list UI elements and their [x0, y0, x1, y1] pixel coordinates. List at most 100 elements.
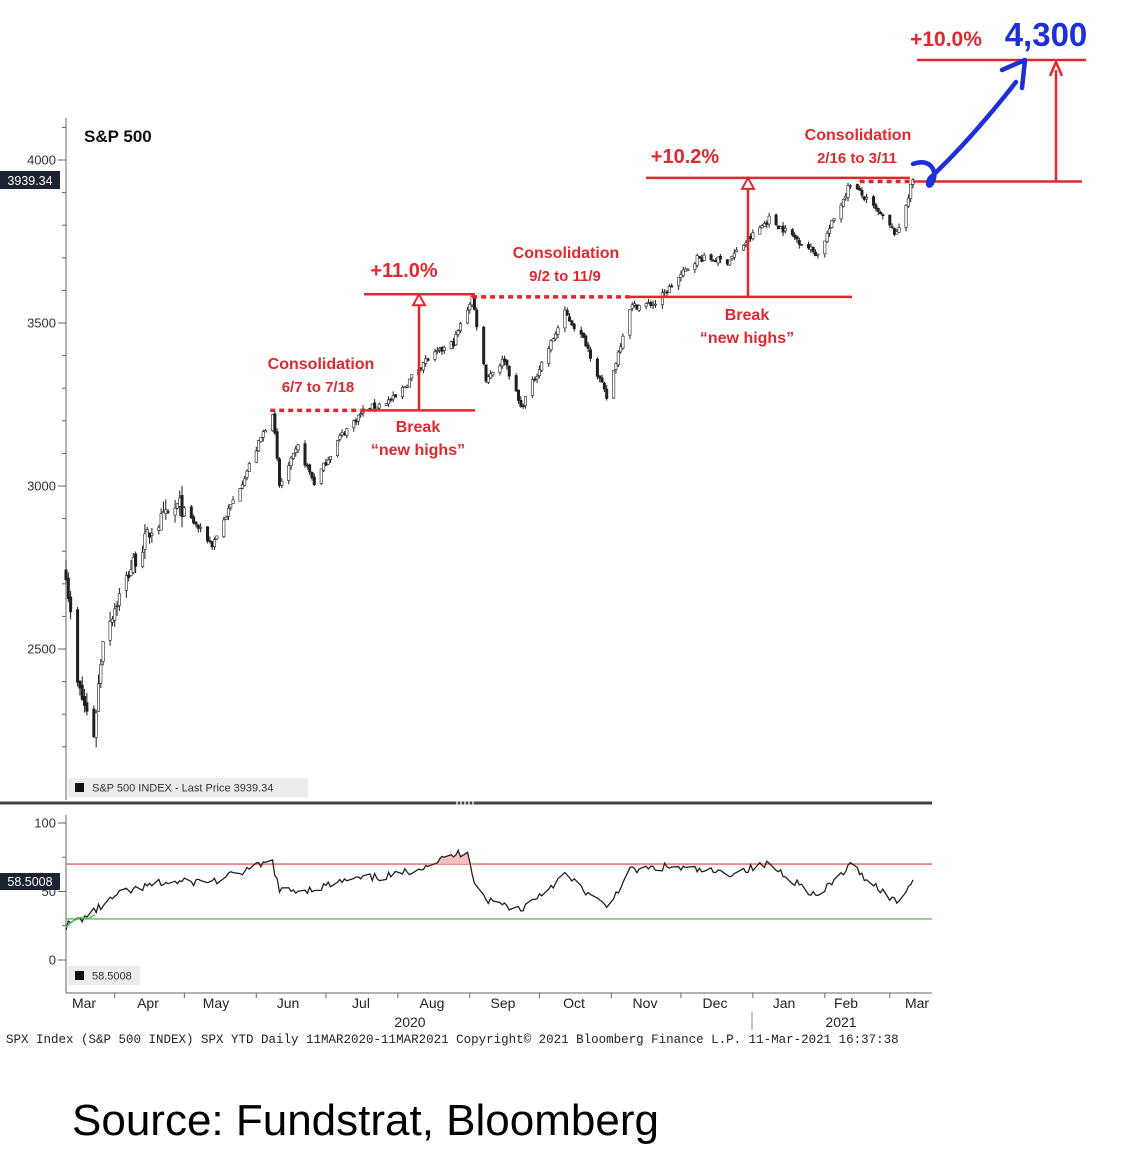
candle-body-16 [115, 605, 119, 608]
candle-body-147 [540, 361, 544, 371]
candle-body-180 [649, 302, 653, 306]
oscillator-last-label: 58.5008 [0, 873, 60, 890]
consolidation-1-label: Consolidation [268, 356, 375, 373]
price-y-tick-label-1: 3500 [27, 316, 56, 331]
oscillator-y-tick-label-0: 100 [34, 816, 56, 831]
candle-body-121 [456, 330, 460, 335]
candle-body-218 [774, 214, 778, 225]
candle-body-160 [584, 335, 588, 347]
year-label-2021: 2021 [825, 1014, 856, 1030]
candle-body-107 [410, 374, 414, 379]
candle-body-146 [537, 369, 541, 376]
candle-body-212 [751, 232, 755, 240]
source-caption: Source: Fundstrat, Bloomberg [72, 1096, 659, 1145]
candle-body-242 [848, 185, 852, 187]
candle-body-249 [874, 204, 878, 209]
candle-body-76 [310, 472, 314, 479]
candle-body-59 [257, 440, 261, 452]
candle-body-90 [356, 414, 360, 422]
break-1-label: Break [396, 419, 441, 436]
break-1-sublabel: “new highs” [371, 442, 465, 459]
candle-body-139 [517, 389, 521, 401]
candle-body-67 [280, 480, 284, 486]
year-label-2020: 2020 [394, 1014, 425, 1030]
candle-body-183 [660, 292, 664, 306]
candle-body-188 [677, 277, 681, 287]
gain-1-label: +11.0% [370, 260, 438, 282]
projection-arrow-head [999, 57, 1028, 91]
candle-body-41 [196, 524, 200, 529]
candle-body-14 [110, 618, 114, 623]
candle-body-151 [554, 333, 558, 340]
price-last-value: 3939.34 [7, 174, 52, 188]
candle-body-122 [458, 323, 462, 331]
price-y-tick-label-2: 3000 [27, 479, 56, 494]
candle-body-224 [793, 234, 797, 238]
candle-body-236 [830, 220, 834, 229]
candle-body-228 [807, 243, 811, 249]
x-month-label-0: Mar [72, 995, 96, 1011]
candle-body-4 [78, 680, 82, 689]
chart-title: S&P 500 [84, 127, 152, 146]
candle-body-5 [80, 684, 84, 700]
candles [64, 178, 915, 748]
candle-body-149 [549, 340, 553, 351]
candle-body-232 [816, 253, 820, 256]
candle-body-170 [616, 351, 620, 366]
candle-body-162 [588, 349, 592, 359]
candle-body-39 [192, 516, 196, 524]
x-month-labels: Mar Apr May Jun Jul Aug Sep Oct Nov Dec Jan Feb Mar [72, 993, 929, 1011]
candle-body-171 [619, 346, 623, 353]
candle-body-192 [686, 269, 690, 271]
candle-body-18 [124, 575, 128, 591]
price-legend-text: S&P 500 INDEX - Last Price 3939.34 [92, 783, 273, 795]
candle-body-69 [289, 457, 293, 466]
candle-body-117 [442, 347, 446, 351]
oscillator-last-value: 58.5008 [7, 875, 52, 889]
candle-body-174 [630, 304, 634, 309]
candle-body-55 [243, 478, 247, 486]
candle-body-95 [373, 402, 377, 409]
candle-body-173 [628, 309, 632, 336]
break-2-sublabel: “new highs” [700, 330, 794, 347]
candle-body-193 [693, 263, 697, 270]
candle-body-239 [841, 198, 845, 207]
candle-body-144 [533, 378, 537, 381]
candle-body-60 [259, 437, 263, 442]
candle-body-177 [637, 305, 641, 311]
x-month-label-12: Mar [905, 995, 929, 1011]
x-month-label-7: Oct [563, 995, 585, 1011]
candle-body-158 [579, 329, 583, 335]
candle-body-19 [127, 574, 131, 578]
candle-body-230 [811, 247, 815, 252]
candle-body-82 [329, 456, 333, 460]
candle-body-100 [389, 398, 393, 401]
candle-body-22 [134, 553, 138, 567]
candle-body-233 [823, 240, 827, 255]
candle-body-161 [586, 344, 590, 349]
candle-body-166 [602, 382, 606, 390]
oscillator-legend-text: 58.5008 [92, 971, 132, 983]
x-axis: Mar Apr May Jun Jul Aug Sep Oct Nov Dec Jan Feb Mar … [66, 992, 932, 1030]
candle-body-106 [407, 378, 411, 388]
candle-body-25 [145, 529, 149, 533]
candle-body-245 [860, 190, 864, 196]
candle-body-6 [83, 696, 87, 706]
candle-body-57 [247, 463, 251, 472]
candle-body-256 [895, 231, 899, 235]
candle-body-143 [530, 379, 534, 396]
candle-body-9 [94, 712, 98, 738]
candle-body-243 [855, 183, 859, 190]
candle-body-75 [308, 464, 312, 473]
price-last-label: 3939.34 [0, 171, 60, 189]
candle-body-202 [718, 256, 722, 260]
candle-body-168 [612, 369, 616, 399]
projection-arrow [910, 79, 1019, 188]
candle-body-207 [735, 249, 739, 253]
x-month-label-6: Sep [491, 995, 516, 1011]
candle-body-112 [426, 358, 430, 361]
candle-body-152 [556, 327, 560, 335]
candle-body-120 [454, 334, 458, 346]
candle-body-65 [275, 431, 279, 459]
